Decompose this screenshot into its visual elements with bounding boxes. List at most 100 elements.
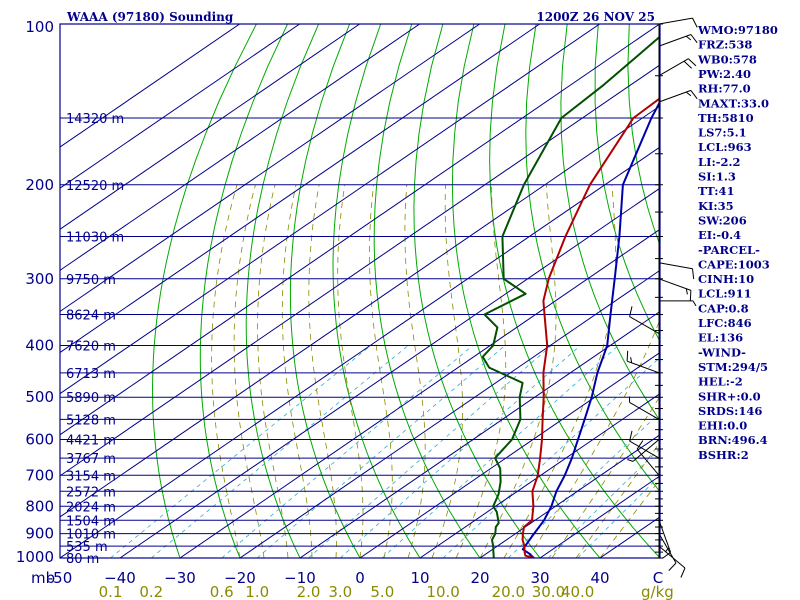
index-item: CAPE:1003: [698, 257, 770, 271]
moist-adiabat-line: [257, 184, 289, 558]
temperature-tick-label: 0: [355, 569, 365, 587]
height-labels: 14320 m 12520 m 11030 m 9750 m 8624 m 7620 m 6…: [66, 112, 124, 567]
mixing-ratio-unit-label: g/kg: [641, 583, 674, 600]
height-label: 14320 m: [66, 112, 124, 127]
temperature-tick-label: 40: [590, 569, 609, 587]
moist-adiabat-line: [404, 184, 426, 558]
wind-barb: [629, 306, 660, 335]
wind-barb: [659, 300, 697, 307]
index-item: EHI:0.0: [698, 419, 747, 433]
height-label: 6713 m: [66, 367, 116, 382]
isotherm-line: [60, 24, 600, 395]
temperature-tick-label: −20: [224, 569, 256, 587]
mixing-ratio-label: 30.0: [532, 583, 565, 600]
mixing-ratio-label: 0.1: [99, 583, 123, 600]
height-label: 3154 m: [66, 469, 116, 484]
index-item: CAP:0.8: [698, 301, 749, 315]
mixing-ratio-label: 0.2: [139, 583, 163, 600]
isotherm-line: [179, 228, 660, 558]
pressure-tick-label: 600: [25, 431, 54, 449]
temperature-tick-label: C: [653, 569, 663, 587]
isotherm-line: [119, 187, 660, 558]
isotherm-line: [479, 434, 660, 558]
isotherm-line: [60, 24, 420, 271]
temperature-tick-label: -50: [48, 569, 73, 587]
temperature-tick-label: −10: [284, 569, 316, 587]
isotherm-line: [60, 24, 240, 148]
moist-adiabat-line: [337, 184, 364, 558]
height-label: 80 m: [66, 552, 99, 567]
index-item: LI:-2.2: [698, 155, 741, 169]
dewpoint-profile-line: [481, 35, 660, 558]
moist-adiabat-line: [211, 184, 241, 558]
moist-adiabat-line: [308, 184, 337, 558]
height-label: 2572 m: [66, 485, 116, 500]
plot-frame: [59, 23, 661, 559]
mixing-ratio-labels: 0.1 0.2 0.6 1.0 2.0 3.0 5.0 10.0 20.0 30.040.0: [99, 583, 595, 600]
wind-barb: [658, 278, 692, 301]
temperature-tick-label: 20: [470, 569, 489, 587]
chart-time: 1200Z 26 NOV 25: [536, 10, 655, 24]
mixing-ratio-label: 2.0: [297, 583, 321, 600]
wind-barb: [658, 89, 698, 103]
index-item: TH:5810: [698, 111, 754, 125]
height-label: 5128 m: [66, 413, 116, 428]
index-item: CINH:10: [698, 272, 754, 286]
temperature-tick-label: 30: [530, 569, 549, 587]
height-label: 3767 m: [66, 452, 116, 467]
wind-profile: [626, 17, 698, 578]
isotherm-line: [60, 24, 300, 189]
index-item: WMO:97180: [697, 23, 778, 37]
index-item: -PARCEL-: [698, 243, 760, 257]
index-item: FRZ:538: [698, 38, 752, 52]
height-label: 7620 m: [66, 340, 116, 355]
index-item: KI:35: [698, 199, 734, 213]
height-label: 9750 m: [66, 273, 116, 288]
pressure-tick-labels: 100 200 300 400 500 600 700 800 900 1000: [16, 18, 54, 566]
isotherms: [60, 24, 660, 558]
isotherm-line: [60, 24, 540, 354]
height-label: 4421 m: [66, 434, 116, 449]
pressure-tick-label: 800: [25, 497, 54, 515]
temperature-tick-label: 10: [410, 569, 429, 587]
wind-barb: [626, 350, 660, 374]
wind-barb: [658, 34, 698, 47]
height-label: 1010 m: [66, 528, 116, 543]
index-item: BRN:496.4: [698, 433, 768, 447]
mixing-ratio-label: 40.0: [561, 583, 594, 600]
wind-barb: [658, 262, 695, 280]
index-item: HEL:-2: [698, 375, 743, 389]
isotherm-line: [299, 310, 660, 558]
mixing-ratio-label: 5.0: [370, 583, 394, 600]
temperature-tick-label: −40: [104, 569, 136, 587]
profiles: [481, 35, 660, 558]
index-item: RH:77.0: [698, 82, 751, 96]
index-item: LS7:5.1: [698, 126, 747, 140]
temperature-profile-line: [521, 96, 660, 558]
isotherm-line: [60, 64, 660, 477]
pressure-tick-label: 200: [25, 176, 54, 194]
index-item: STM:294/5: [698, 360, 768, 374]
index-item: -WIND-: [698, 345, 746, 359]
wind-barb: [658, 17, 698, 28]
pressure-tick-label: 900: [25, 525, 54, 543]
mixing-ratio-label: 1.0: [245, 583, 269, 600]
wind-barb: [658, 58, 697, 77]
isotherm-line: [60, 24, 480, 313]
wind-barb: [629, 430, 660, 459]
index-item: PW:2.40: [698, 67, 751, 81]
pressure-tick-label: 500: [25, 388, 54, 406]
index-item: WB0:578: [697, 52, 757, 66]
index-item: EI:-0.4: [698, 228, 741, 242]
wind-barb: [629, 396, 660, 420]
isotherm-line: [60, 24, 660, 436]
index-item: TT:41: [698, 184, 735, 198]
height-label: 12520 m: [66, 179, 124, 194]
isotherm-line: [60, 24, 360, 230]
index-item: SRDS:146: [698, 404, 762, 418]
isotherm-line: [60, 146, 660, 558]
index-item: SW:206: [698, 213, 747, 227]
chart-title: WAAA (97180) Sounding: [66, 10, 234, 24]
